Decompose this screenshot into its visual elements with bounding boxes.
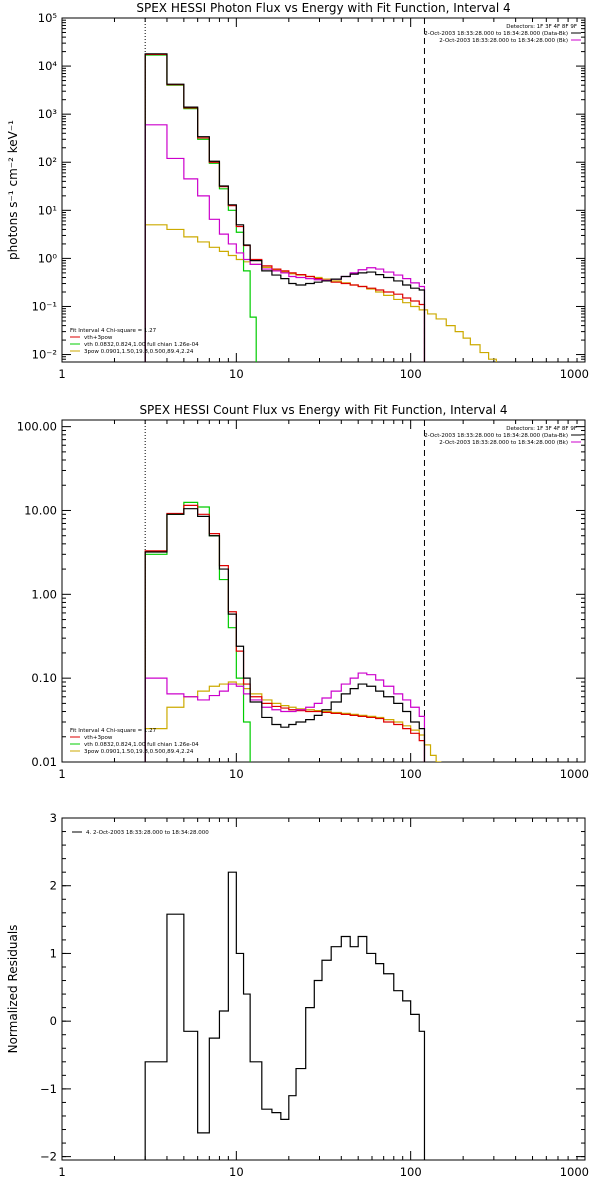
- x-tick-label: 1000: [560, 367, 589, 381]
- chart-panel-photon: SPEX HESSI Photon Flux vs Energy with Fi…: [6, 1, 589, 381]
- series-vth: [144, 501, 251, 762]
- legend-label: vth 0.0832,0.824,1.00 full chian 1.26e-0…: [84, 342, 199, 348]
- x-tick-label: 100: [400, 1165, 422, 1179]
- legend-label: vth+3pow: [84, 335, 113, 341]
- chart-panel-count: SPEX HESSI Count Flux vs Energy with Fit…: [17, 403, 589, 781]
- series-data-bk: [144, 53, 426, 362]
- y-tick-label: 0.10: [31, 671, 57, 685]
- plot-frame: [61, 419, 586, 763]
- y-axis-label: Normalized Residuals: [6, 925, 20, 1054]
- legend-label: vth 0.0832,0.824,1.00 full chian 1.26e-0…: [84, 742, 199, 748]
- y-tick-label: 1: [50, 946, 57, 960]
- x-tick-label: 1: [58, 1165, 65, 1179]
- series-bk: [144, 124, 426, 362]
- legend-bottom-left: Fit Interval 4 Chi-square = 1.27vth+3pow…: [70, 328, 199, 355]
- y-axis-label: photons s⁻¹ cm⁻² keV⁻¹: [6, 120, 20, 260]
- series-vth: [144, 54, 257, 362]
- x-tick-label: 10: [229, 1165, 244, 1179]
- legend-label: 3pow 0.0901,1.50,19.8,0.500,89.4,2.24: [84, 349, 194, 355]
- series-3pow: [144, 681, 442, 762]
- y-tick-label: −1: [40, 1082, 57, 1096]
- legend-top-left: 4. 2-Oct-2003 18:33:28.000 to 18:34:28.0…: [72, 830, 209, 836]
- y-tick-label: 10²: [38, 155, 57, 169]
- legend-label: Fit Interval 4 Chi-square = 1.27: [70, 728, 157, 734]
- y-tick-label: 10.00: [24, 503, 57, 517]
- series-data-bk: [144, 508, 426, 762]
- x-tick-label: 1: [58, 767, 65, 781]
- x-tick-label: 1: [58, 367, 65, 381]
- series-group: [144, 501, 442, 762]
- legend-label: 2-Oct-2003 18:33:28.000 to 18:34:28.000 …: [424, 433, 568, 439]
- legend-top-right: Detectors: 1F 3F 4F 8F 9F2-Oct-2003 18:3…: [424, 24, 581, 44]
- x-tick-label: 1000: [560, 767, 589, 781]
- series-vth-3pow: [144, 53, 426, 362]
- y-tick-label: −2: [40, 1150, 57, 1164]
- y-tick-label: 10⁻¹: [32, 299, 57, 313]
- x-tick-label: 10: [229, 767, 244, 781]
- y-tick-label: 10⁰: [38, 251, 58, 265]
- series-vth-3pow: [144, 504, 426, 762]
- series-group: [144, 871, 426, 1160]
- legend-bottom-left: Fit Interval 4 Chi-square = 1.27vth+3pow…: [70, 728, 199, 755]
- legend-label: 3pow 0.0901,1.50,19.8,0.500,89.4,2.24: [84, 749, 194, 755]
- y-tick-label: 10⁵: [38, 11, 58, 25]
- chart-panel-resid: Normalized Residuals 1 10 100 1000 −2 −1 0 1 2 3 4.…: [6, 811, 589, 1179]
- y-tick-label: 10¹: [38, 203, 57, 217]
- legend-label: 2-Oct-2003 18:33:28.000 to 18:34:28.000 …: [439, 440, 568, 446]
- legend-top-right: Detectors: 1F 3F 4F 8F 9F2-Oct-2003 18:3…: [424, 426, 581, 446]
- y-tick-label: 2: [50, 879, 57, 893]
- x-tick-label: 100: [400, 367, 422, 381]
- legend-label: Detectors: 1F 3F 4F 8F 9F: [506, 24, 577, 30]
- y-tick-label: 100.00: [17, 420, 57, 434]
- legend-label: 4. 2-Oct-2003 18:33:28.000 to 18:34:28.0…: [86, 830, 209, 836]
- x-tick-label: 100: [400, 767, 422, 781]
- y-tick-label: 0.01: [31, 755, 57, 769]
- legend-label: 2-Oct-2003 18:33:28.000 to 18:34:28.000 …: [439, 38, 568, 44]
- series-4-2-oct-2003-18-33-28-000-to-18-34-28-000: [144, 871, 426, 1160]
- legend-label: Detectors: 1F 3F 4F 8F 9F: [506, 426, 577, 432]
- series-bk: [144, 672, 426, 762]
- y-tick-label: 10⁴: [38, 59, 58, 73]
- series-group: [144, 53, 497, 362]
- series-3pow: [144, 224, 497, 362]
- plot-frame: [61, 817, 586, 1161]
- chart-title: SPEX HESSI Count Flux vs Energy with Fit…: [139, 403, 507, 417]
- x-tick-label: 10: [229, 367, 244, 381]
- legend-label: Fit Interval 4 Chi-square = 1.27: [70, 328, 157, 334]
- legend-label: 2-Oct-2003 18:33:28.000 to 18:34:28.000 …: [424, 31, 568, 37]
- plot-frame: [61, 17, 586, 363]
- y-tick-label: 10³: [38, 107, 58, 121]
- chart-title: SPEX HESSI Photon Flux vs Energy with Fi…: [136, 1, 510, 15]
- y-tick-label: 10⁻²: [32, 348, 57, 362]
- y-tick-label: 1.00: [31, 587, 57, 601]
- legend-label: vth+3pow: [84, 735, 113, 741]
- y-tick-label: 3: [50, 811, 57, 825]
- y-tick-label: 0: [50, 1014, 57, 1028]
- x-tick-label: 1000: [560, 1165, 589, 1179]
